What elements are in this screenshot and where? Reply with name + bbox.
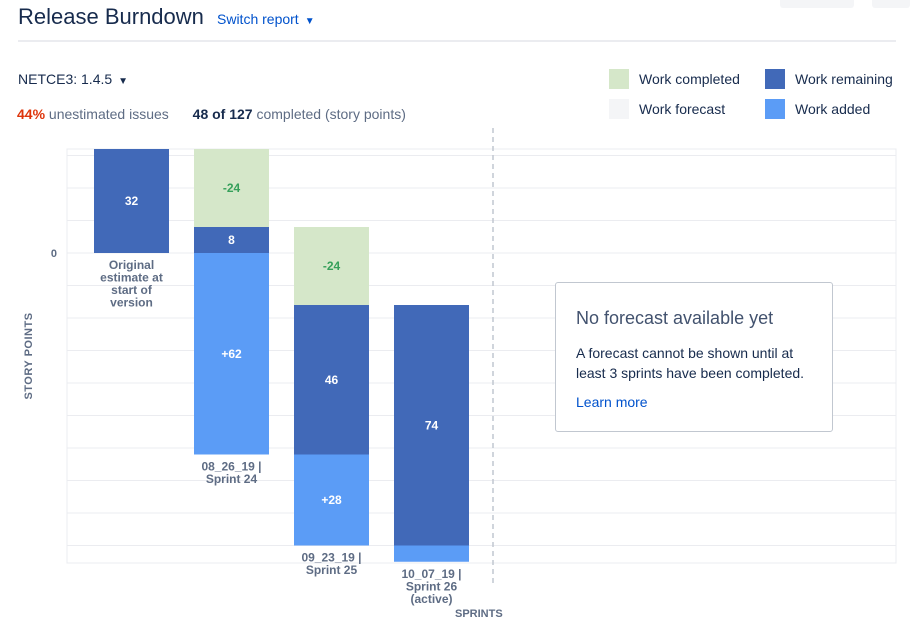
bar-value-label: +28 bbox=[321, 493, 342, 507]
legend-label: Work added bbox=[795, 101, 871, 117]
bar-segment-completed bbox=[194, 149, 269, 227]
x-category-label: Original bbox=[109, 258, 154, 272]
legend-swatch bbox=[765, 99, 785, 119]
x-axis-label: SPRINTS bbox=[455, 608, 503, 620]
x-category-label: 10_07_19 | bbox=[401, 567, 461, 581]
legend-label: Work remaining bbox=[795, 71, 893, 87]
plot-frame bbox=[66, 148, 897, 564]
x-category-label: 09_23_19 | bbox=[301, 551, 361, 565]
y-tick-label: 0 bbox=[51, 248, 57, 260]
bar-value-label: 8 bbox=[228, 233, 235, 247]
legend-item-work-remaining: Work remaining bbox=[765, 69, 893, 89]
x-category-label: start of bbox=[111, 283, 153, 297]
legend-item-work-completed: Work completed bbox=[609, 69, 740, 89]
x-category-label: Sprint 26 bbox=[406, 579, 458, 593]
legend-label: Work completed bbox=[639, 71, 740, 87]
forecast-title: No forecast available yet bbox=[576, 308, 774, 328]
bar-segment-remaining bbox=[394, 305, 469, 546]
legend-swatch bbox=[609, 99, 629, 119]
learn-more-link[interactable]: Learn more bbox=[576, 394, 648, 410]
version-select[interactable]: NETCE3: 1.4.5 ▼ bbox=[18, 71, 128, 87]
bar-segment-added bbox=[394, 545, 469, 562]
bar-segment-added bbox=[294, 454, 369, 546]
forecast-text: A forecast cannot be shown until at leas… bbox=[576, 345, 805, 381]
chevron-down-icon: ▼ bbox=[304, 16, 315, 27]
header-divider bbox=[18, 40, 896, 42]
legend-swatch bbox=[609, 69, 629, 89]
chevron-down-icon: ▼ bbox=[118, 76, 129, 87]
bar-segment-remaining bbox=[294, 305, 369, 455]
bar-value-label: -24 bbox=[223, 181, 241, 195]
completed-text: completed (story points) bbox=[256, 106, 406, 122]
toolbar-button[interactable] bbox=[780, 0, 854, 8]
unestimated-text: unestimated issues bbox=[48, 106, 169, 122]
bar-segment-added bbox=[194, 253, 269, 455]
x-category-label: 08_26_19 | bbox=[201, 460, 261, 474]
completed-count: 48 of 127 bbox=[192, 106, 253, 122]
bar-segment-remaining bbox=[194, 227, 269, 253]
x-category-label: (active) bbox=[410, 592, 452, 606]
y-axis-label: STORY POINTS bbox=[23, 312, 35, 399]
bar-value-label: 32 bbox=[125, 194, 139, 208]
report-stats: 44% unestimated issues 48 of 127 complet… bbox=[17, 106, 406, 122]
bar-segment-completed bbox=[294, 227, 369, 305]
bar-value-label: -24 bbox=[323, 259, 341, 273]
x-category-label: version bbox=[110, 296, 153, 310]
legend-item-work-forecast: Work forecast bbox=[609, 99, 725, 119]
legend-label: Work forecast bbox=[639, 101, 726, 117]
toolbar-button[interactable] bbox=[872, 0, 910, 8]
bar-segment-remaining bbox=[94, 149, 169, 253]
forecast-message-panel: No forecast available yet A forecast can… bbox=[555, 282, 833, 432]
version-select-label: NETCE3: 1.4.5 bbox=[18, 71, 113, 87]
x-category-label: Sprint 25 bbox=[306, 563, 358, 577]
legend-item-work-added: Work added bbox=[765, 99, 870, 119]
unestimated-percent: 44% bbox=[17, 106, 46, 122]
switch-report-dropdown[interactable]: Switch report ▼ bbox=[217, 11, 315, 27]
switch-report-label: Switch report bbox=[217, 11, 299, 27]
bar-value-label: +62 bbox=[221, 347, 242, 361]
bar-value-label: 46 bbox=[325, 373, 339, 387]
chart-bars bbox=[94, 149, 469, 562]
page-title: Release Burndown bbox=[18, 4, 204, 29]
bar-value-label: 74 bbox=[425, 418, 439, 432]
x-category-label: estimate at bbox=[100, 271, 163, 285]
legend-swatch bbox=[765, 69, 785, 89]
x-category-label: Sprint 24 bbox=[206, 472, 258, 486]
